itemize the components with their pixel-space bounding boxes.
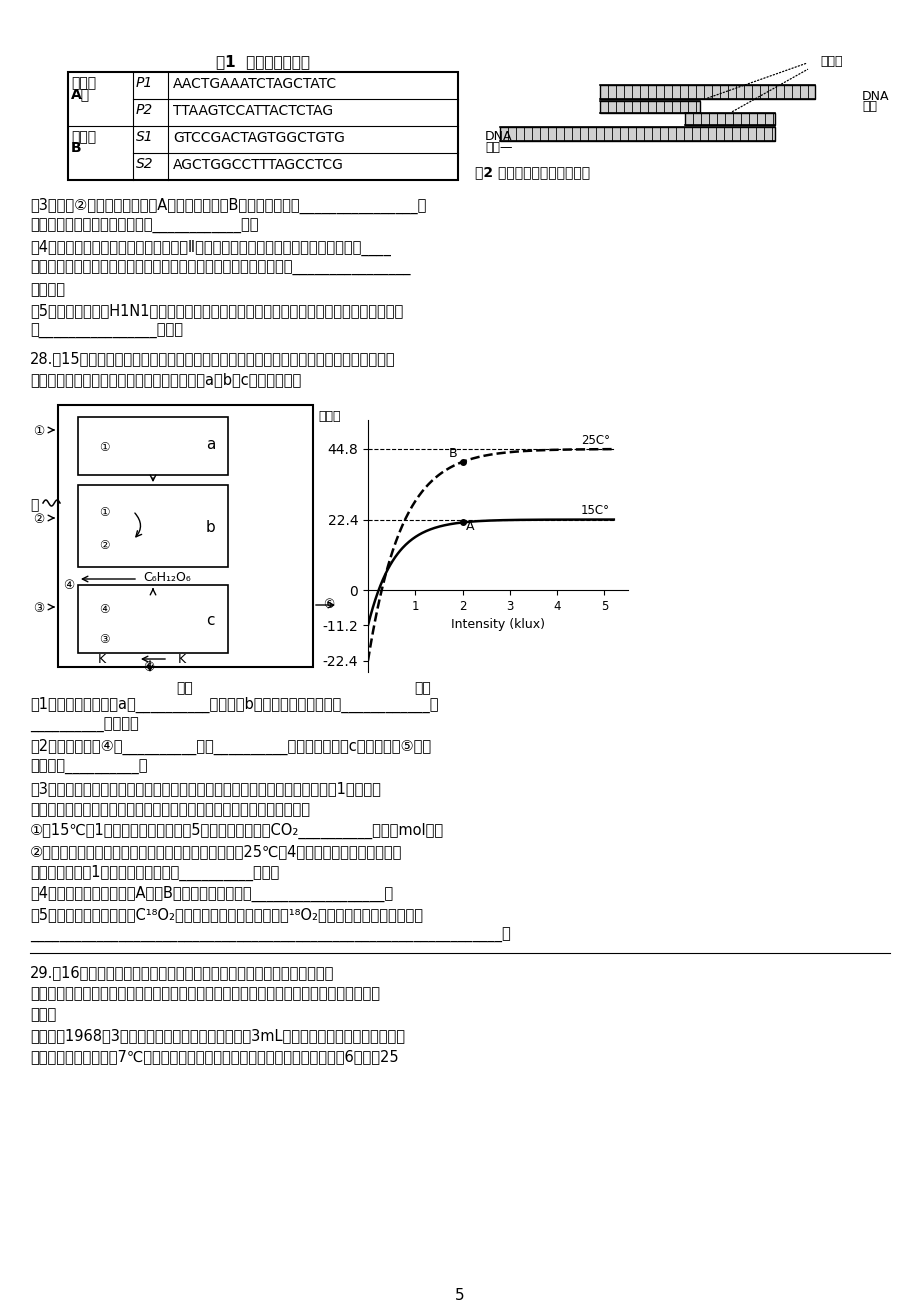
Text: B: B [71, 141, 82, 155]
Text: DNA: DNA [484, 130, 512, 143]
Text: 29.（16分）阅读下面有关揭开动物冬眠之谜的材料，分析回答相关问题：: 29.（16分）阅读下面有关揭开动物冬眠之谜的材料，分析回答相关问题： [30, 965, 334, 980]
Text: 28.（15分）图甲表示植物细胞代谢的某些过程，图乙表示光照强度与二氧化碳变化量的关: 28.（15分）图甲表示植物细胞代谢的某些过程，图乙表示光照强度与二氧化碳变化量… [30, 352, 395, 366]
Text: __________两阶段。: __________两阶段。 [30, 717, 139, 733]
Text: （3）将一株植物放置于密闭的容器中，用红外测量仪进行测量，测量时间均为1小时，测: （3）将一株植物放置于密闭的容器中，用红外测量仪进行测量，测量时间均为1小时，测 [30, 781, 380, 796]
Text: （3）步骤②构建重组表达载体A和重组表达载体B必须使用的酶是________________，: （3）步骤②构建重组表达载体A和重组表达载体B必须使用的酶是__________… [30, 198, 425, 215]
Bar [499, 128, 774, 141]
Text: （1）图甲中，细胞器a为__________，细胞器b中进行的生理过程包括____________和: （1）图甲中，细胞器a为__________，细胞器b中进行的生理过程包括___… [30, 697, 438, 713]
Text: 图甲: 图甲 [176, 681, 193, 695]
Text: （4）构建重组表达载体时，一般需要将Ⅱ基因与载体结合，常用的载体除质粒外还有____: （4）构建重组表达载体时，一般需要将Ⅱ基因与载体结合，常用的载体除质粒外还有__… [30, 240, 391, 256]
Text: S2: S2 [136, 158, 153, 171]
Text: 等，在检测受体细胞中是否已经导入目的基因时，常常要借助载体上________________: 等，在检测受体细胞中是否已经导入目的基因时，常常要借助载体上__________… [30, 260, 410, 276]
Text: ③: ③ [33, 602, 44, 615]
Text: （4）从图中可发现，影响A点和B点光合速率的因素是__________________。: （4）从图中可发现，影响A点和B点光合速率的因素是_______________… [30, 885, 392, 902]
X-axis label: Intensity (klux): Intensity (klux) [450, 618, 544, 631]
Text: 15C°: 15C° [580, 504, 609, 517]
Text: 的物质是__________。: 的物质是__________。 [30, 760, 147, 775]
Bar [78, 417, 228, 475]
Text: 其作用部位为两个核苷酸之间的____________键。: 其作用部位为两个核苷酸之间的____________键。 [30, 219, 258, 234]
Text: K: K [177, 654, 186, 667]
Text: 引物对: 引物对 [71, 130, 96, 145]
Text: ①: ① [99, 441, 109, 454]
Text: AGCTGGCCTTTAGCCTCG: AGCTGGCCTTTAGCCTCG [173, 158, 344, 172]
Text: ①: ① [33, 424, 44, 437]
Text: 模板: 模板 [861, 100, 876, 113]
Text: ④: ④ [99, 603, 109, 616]
Text: B: B [448, 447, 457, 460]
Text: A: A [466, 521, 474, 534]
Text: 模板—: 模板— [484, 141, 512, 154]
Text: GTCCGACTAGTGGCTGTG: GTCCGACTAGTGGCTGTG [173, 132, 345, 145]
Text: （2）图甲中物质④是__________，在__________的情况下，进入c中被分解。⑤代表: （2）图甲中物质④是__________，在__________的情况下，进入c… [30, 740, 431, 755]
Text: P2: P2 [136, 103, 153, 117]
Text: ④: ④ [62, 579, 74, 592]
Text: a: a [206, 437, 215, 452]
Bar [599, 85, 814, 99]
Text: ②: ② [33, 513, 44, 526]
Text: 行________________比较。: 行________________比较。 [30, 324, 183, 339]
Text: 系。请据图回答问题。（图中数字代表物质，a、b、c代表细胞器）: 系。请据图回答问题。（图中数字代表物质，a、b、c代表细胞器） [30, 372, 301, 387]
Text: （5）若某人为甲型H1N1流感疑似患者，在确诊时可从疑似患者体内分离病毒与已知病毒进: （5）若某人为甲型H1N1流感疑似患者，在确诊时可从疑似患者体内分离病毒与已知病… [30, 303, 403, 318]
Text: ③: ③ [99, 633, 109, 646]
Bar [78, 486, 228, 566]
Bar [78, 585, 228, 654]
Bar [68, 72, 458, 180]
Text: 5: 5 [455, 1288, 464, 1302]
Text: 定的条件和结果如上图乙所示，（数据均在标准状况下测的）据此回答：: 定的条件和结果如上图乙所示，（数据均在标准状况下测的）据此回答： [30, 802, 310, 816]
Text: TTAAGTCCATTACTCTAG: TTAAGTCCATTACTCTAG [173, 104, 333, 118]
Text: ①: ① [99, 506, 109, 519]
Text: C₆H₁₂O₆: C₆H₁₂O₆ [142, 572, 190, 585]
Bar [685, 113, 774, 125]
Text: ⑤: ⑤ [142, 661, 154, 674]
Bar [58, 405, 312, 667]
Bar [599, 102, 699, 113]
Text: 实验一：1968年3月，从正处在冬眠的黄鼠身上抽取3mL血，注射到两只刚苏醒的黄鼠的: 实验一：1968年3月，从正处在冬眠的黄鼠身上抽取3mL血，注射到两只刚苏醒的黄… [30, 1029, 404, 1043]
Text: A、: A、 [71, 87, 90, 102]
Text: 物在充分光照下1小时总共积累葡萄糖__________毫克。: 物在充分光照下1小时总共积累葡萄糖__________毫克。 [30, 865, 279, 881]
Text: 图2 引物对与模板结合示意图: 图2 引物对与模板结合示意图 [474, 165, 589, 178]
Text: 细胞膜: 细胞膜 [318, 410, 340, 423]
Text: ________________________________________________________________。: ________________________________________… [30, 928, 510, 943]
Text: K: K [98, 654, 106, 667]
Text: 实验：: 实验： [30, 1006, 56, 1022]
Text: ①在15℃、1千勒司光照下，该植物5小时光合作用吸收CO₂__________摩尔（mol）。: ①在15℃、1千勒司光照下，该植物5小时光合作用吸收CO₂__________摩… [30, 823, 444, 840]
Text: 引物对: 引物对 [819, 55, 842, 68]
Text: AACTGAAATCTAGCTATC: AACTGAAATCTAGCTATC [173, 77, 336, 91]
Text: S1: S1 [136, 130, 153, 145]
Text: 表1  引物对序列列表: 表1 引物对序列列表 [216, 53, 310, 69]
Text: 动物冬眠是对冬季恶劣环境的一种适应，美国科学家道厄为揭开动物冬眠的秘密做了这样的: 动物冬眠是对冬季恶劣环境的一种适应，美国科学家道厄为揭开动物冬眠的秘密做了这样的 [30, 986, 380, 1001]
Text: 25C°: 25C° [580, 434, 609, 447]
Text: 图乙: 图乙 [414, 681, 431, 695]
Text: 的表达。: 的表达。 [30, 283, 65, 297]
Text: 引物对: 引物对 [71, 76, 96, 90]
Text: ②: ② [99, 539, 109, 552]
Text: c: c [206, 613, 214, 628]
Text: 腿静脉中，并将其放在7℃的冷房内。几天后，这两只黄鼠又进入了冬眠。同年6月气温25: 腿静脉中，并将其放在7℃的冷房内。几天后，这两只黄鼠又进入了冬眠。同年6月气温2… [30, 1049, 398, 1064]
Text: （5）若给该密闭装置通入C¹⁸O₂，一段时间后，装置内出现了¹⁸O₂，请用文字或图解简要说明: （5）若给该密闭装置通入C¹⁸O₂，一段时间后，装置内出现了¹⁸O₂，请用文字或… [30, 907, 423, 922]
Text: 光: 光 [30, 497, 39, 512]
Text: DNA: DNA [861, 90, 889, 103]
Text: ②若该植物在充分光照下积累的有机物都是葡萄糖，在25℃、4千勒克司光照条件下，该植: ②若该植物在充分光照下积累的有机物都是葡萄糖，在25℃、4千勒克司光照条件下，该… [30, 844, 402, 859]
Text: b: b [206, 519, 216, 535]
Text: P1: P1 [136, 76, 153, 90]
Text: ⑥: ⑥ [323, 598, 334, 611]
